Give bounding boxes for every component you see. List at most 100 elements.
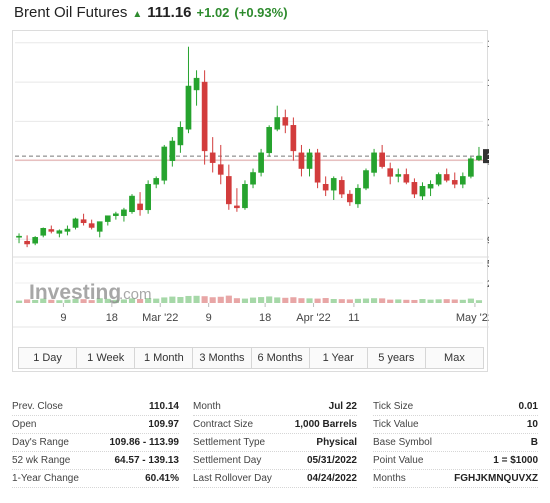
candle-body [380, 153, 385, 167]
volume-bar [153, 299, 159, 303]
volume-bar [274, 297, 280, 303]
volume-bar [177, 297, 183, 303]
candle-body [25, 241, 30, 244]
candle-body [113, 214, 118, 216]
volume-bar [81, 299, 87, 303]
volume-bar [40, 299, 46, 303]
candle-body [129, 196, 134, 212]
tab-5-years[interactable]: 5 years [366, 347, 425, 369]
stat-label: 1-Year Change [12, 473, 79, 484]
candle-body [315, 153, 320, 182]
candle-body [121, 210, 126, 216]
volume-bar [97, 298, 103, 303]
tab-1-month[interactable]: 1 Month [134, 347, 193, 369]
price-axis-label: 130.00 [487, 78, 489, 89]
x-axis-label: 18 [106, 312, 118, 324]
tab-1-week[interactable]: 1 Week [76, 347, 135, 369]
volume-bar [169, 297, 175, 303]
time-range-tabs: 1 Day 1 Week 1 Month 3 Months 6 Months 1 Year… [18, 347, 484, 369]
candle-body [468, 159, 473, 177]
candle-body [186, 86, 191, 129]
stat-label: Day's Range [12, 437, 69, 448]
candle-body [242, 184, 247, 208]
volume-bar [64, 300, 70, 303]
volume-bar [355, 299, 361, 303]
volume-bar [210, 297, 216, 303]
stat-value: Physical [316, 437, 357, 448]
volume-bar [395, 299, 401, 303]
tab-max[interactable]: Max [424, 347, 484, 369]
stat-label: Settlement Day [193, 455, 262, 466]
candle-body [307, 153, 312, 169]
stat-label: Tick Value [373, 419, 419, 430]
candle-body [388, 169, 393, 177]
stat-value: 0.01 [518, 401, 538, 412]
x-axis-label: 11 [348, 312, 359, 324]
volume-bar [290, 297, 296, 303]
volume-bar [161, 297, 167, 303]
instrument-title: Brent Oil Futures [14, 4, 128, 21]
candle-body [371, 153, 376, 173]
stat-label: Tick Size [373, 401, 414, 412]
stat-row: Point Value 1 = $1000 [373, 452, 538, 470]
tab-1-day[interactable]: 1 Day [18, 347, 77, 369]
volume-bar [427, 300, 433, 303]
x-axis-label: 9 [206, 312, 212, 324]
candle-body [339, 180, 344, 194]
candlestick-chart-svg[interactable]: 140.00130.00120.00110.00100.0090.00500k2… [13, 31, 489, 373]
volume-bar [202, 296, 208, 303]
stats-column-1: Prev. Close 110.14 Open 109.97 Day's Range 10… [12, 398, 179, 498]
volume-bar [56, 300, 62, 303]
stat-value: 10 [526, 419, 538, 430]
volume-bar [234, 298, 240, 303]
stat-row: Contract Size 1,000 Barrels [193, 416, 357, 434]
price-change: +1.02 [196, 5, 230, 20]
x-axis-label: 18 [259, 312, 271, 324]
stat-row: Tick Size 0.01 [373, 398, 538, 416]
candle-body [396, 174, 401, 176]
stat-row: 1-Year Change 60.41% [12, 470, 179, 488]
candle-body [436, 174, 441, 184]
stat-label: 52 wk Range [12, 455, 71, 466]
candle-body [218, 165, 223, 175]
volume-bar [476, 300, 482, 303]
candle-body [299, 153, 304, 169]
candle-body [291, 125, 296, 151]
stat-value: Jul 22 [328, 401, 357, 412]
stat-row: Prev. Close 110.14 [12, 398, 179, 416]
volume-bar [460, 300, 466, 303]
candle-body [355, 188, 360, 204]
stat-row: Settlement Day 05/31/2022 [193, 452, 357, 470]
candle-body [162, 147, 167, 180]
volume-axis-label: 250k [487, 279, 489, 290]
volume-bar [226, 296, 232, 303]
stat-row: Base Symbol B [373, 434, 538, 452]
volume-bar [371, 298, 377, 303]
volume-bar [32, 300, 38, 303]
tab-3-months[interactable]: 3 Months [192, 347, 251, 369]
stat-value: B [530, 437, 538, 448]
candle-body [73, 219, 78, 228]
candle-body [178, 127, 183, 145]
volume-bar [282, 298, 288, 303]
volume-bar [411, 300, 417, 303]
candle-body [283, 117, 288, 125]
stat-value: FGHJKMNQUVXZ [454, 473, 538, 484]
tab-1-year[interactable]: 1 Year [308, 347, 367, 369]
candle-body [267, 127, 272, 153]
volume-bar [129, 298, 135, 303]
stat-value: 64.57 - 139.13 [114, 455, 180, 466]
stats-column-3: Tick Size 0.01 Tick Value 10 Base Symbol B Poi… [373, 398, 538, 498]
stat-value: 109.86 - 113.99 [109, 437, 179, 448]
volume-bar [113, 300, 119, 303]
tab-6-months[interactable]: 6 Months [250, 347, 309, 369]
volume-bar [468, 299, 474, 303]
candle-body [137, 204, 142, 210]
volume-bar [339, 299, 345, 303]
candle-body [476, 156, 481, 160]
candle-body [210, 153, 215, 163]
stat-value: 04/24/2022 [306, 473, 357, 484]
price-chart[interactable]: 140.00130.00120.00110.00100.0090.00500k2… [12, 30, 488, 372]
x-axis-label: 9 [60, 312, 66, 324]
current-price-badge-text: 111.16 [487, 152, 489, 163]
